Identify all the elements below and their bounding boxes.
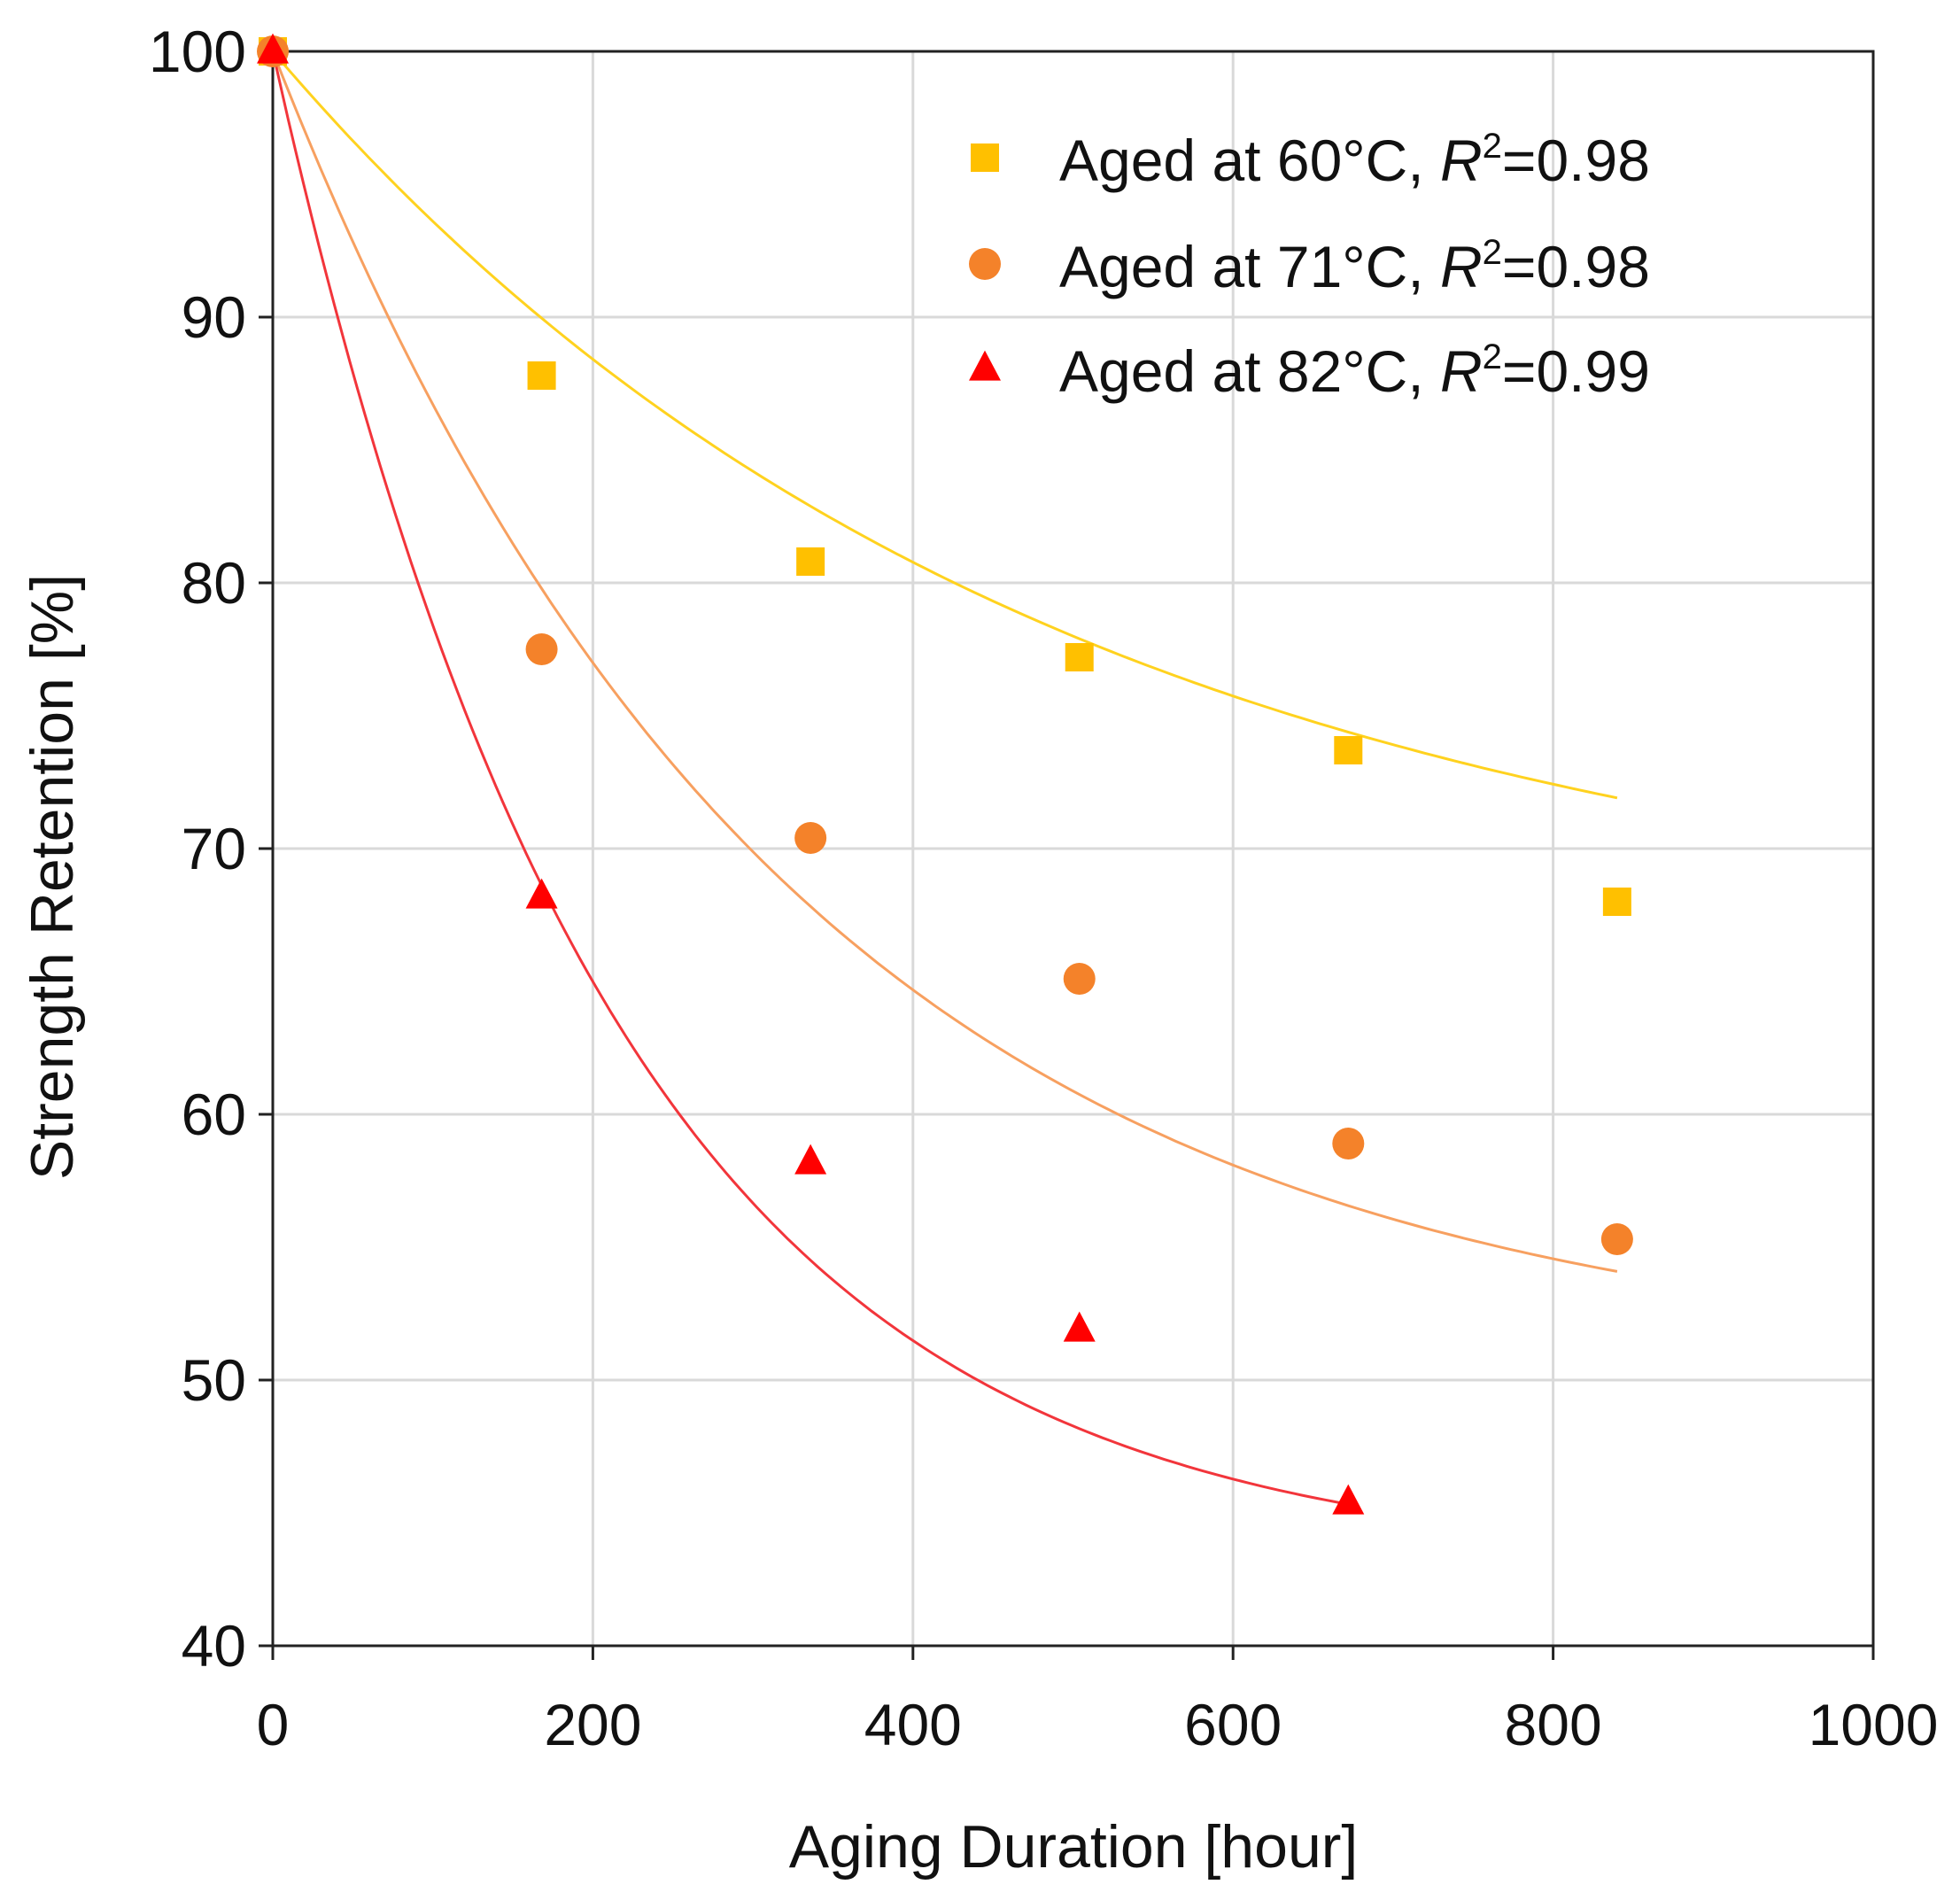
legend-label-prefix: Aged at 82°C, xyxy=(1059,338,1440,404)
legend-r-symbol: R xyxy=(1440,128,1483,193)
data-point-square xyxy=(1065,643,1094,671)
legend-label: Aged at 71°C, R2=0.98 xyxy=(1059,233,1650,299)
data-point-circle xyxy=(525,633,558,665)
x-tick-label: 200 xyxy=(544,1692,641,1757)
data-point-square xyxy=(1602,888,1631,916)
axis-ticks: 0 200 400 600 800 1000 40 50 60 70 80 90 100 xyxy=(149,19,1939,1757)
data-point-square xyxy=(527,361,556,390)
legend-r-exponent: 2 xyxy=(1483,233,1502,272)
y-tick-label: 60 xyxy=(182,1082,246,1147)
data-points xyxy=(257,33,1633,1515)
fit-curves xyxy=(271,50,1618,1506)
fit-curve xyxy=(271,50,1349,1506)
legend-r-value: =0.98 xyxy=(1502,128,1650,193)
x-axis-title: Aging Duration [hour] xyxy=(789,1813,1359,1881)
y-tick-label: 100 xyxy=(149,19,246,84)
data-point-circle xyxy=(1600,1223,1633,1255)
data-point-square xyxy=(1334,736,1363,764)
legend-label: Aged at 60°C, R2=0.98 xyxy=(1059,127,1650,193)
legend-r-exponent: 2 xyxy=(1483,127,1502,166)
data-point-circle xyxy=(794,822,827,854)
x-tick-label: 0 xyxy=(257,1692,290,1757)
legend-marker-square xyxy=(971,143,999,172)
x-tick-label: 600 xyxy=(1184,1692,1282,1757)
legend-r-value: =0.98 xyxy=(1502,234,1650,299)
y-tick-label: 50 xyxy=(182,1347,246,1413)
y-tick-label: 80 xyxy=(182,550,246,616)
legend-r-symbol: R xyxy=(1440,234,1483,299)
y-axis-title: Strength Retention [%] xyxy=(19,574,86,1180)
legend-marker-triangle xyxy=(969,350,1001,381)
data-point-circle xyxy=(1063,963,1096,995)
data-point-triangle xyxy=(1063,1311,1096,1342)
data-point-triangle xyxy=(1332,1484,1365,1515)
y-tick-label: 90 xyxy=(182,284,246,350)
legend-marker-circle xyxy=(969,248,1001,280)
y-tick-label: 40 xyxy=(182,1613,246,1679)
data-point-triangle xyxy=(257,33,289,64)
data-point-triangle xyxy=(525,878,558,909)
x-tick-label: 400 xyxy=(864,1692,962,1757)
x-tick-label: 800 xyxy=(1505,1692,1602,1757)
x-tick-label: 1000 xyxy=(1809,1692,1939,1757)
legend-label-prefix: Aged at 60°C, xyxy=(1059,128,1440,193)
y-tick-label: 70 xyxy=(182,816,246,881)
legend-r-exponent: 2 xyxy=(1483,337,1502,376)
data-point-triangle xyxy=(794,1144,827,1175)
legend-label: Aged at 82°C, R2=0.99 xyxy=(1059,337,1650,404)
legend-r-symbol: R xyxy=(1440,338,1483,404)
legend-label-prefix: Aged at 71°C, xyxy=(1059,234,1440,299)
data-point-square xyxy=(796,547,825,576)
fit-curve xyxy=(271,50,1618,1273)
data-point-circle xyxy=(1332,1128,1365,1159)
fit-curve xyxy=(271,50,1618,800)
legend-r-value: =0.99 xyxy=(1502,338,1650,404)
gridlines xyxy=(273,51,1873,1646)
